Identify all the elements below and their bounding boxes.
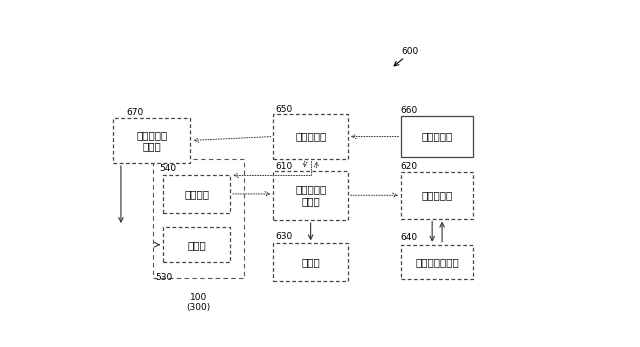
Text: 640: 640 bbox=[400, 233, 417, 242]
Text: 540: 540 bbox=[159, 164, 177, 174]
Text: 演算制御部: 演算制御部 bbox=[295, 132, 326, 142]
Text: 操作入力部: 操作入力部 bbox=[422, 132, 452, 142]
FancyBboxPatch shape bbox=[113, 118, 190, 163]
FancyBboxPatch shape bbox=[273, 171, 348, 220]
Text: 撑像素子: 撑像素子 bbox=[184, 189, 209, 199]
Text: 630: 630 bbox=[275, 232, 292, 242]
Text: 表示部: 表示部 bbox=[301, 257, 320, 267]
Text: 610: 610 bbox=[275, 162, 292, 171]
Text: 光学系: 光学系 bbox=[187, 240, 206, 250]
Text: カメラ信号
処理部: カメラ信号 処理部 bbox=[295, 185, 326, 206]
Text: 670: 670 bbox=[126, 108, 143, 117]
Text: 530: 530 bbox=[156, 273, 173, 282]
FancyBboxPatch shape bbox=[273, 115, 348, 159]
FancyBboxPatch shape bbox=[163, 175, 230, 213]
Text: レンズ駅動
制御部: レンズ駅動 制御部 bbox=[136, 130, 168, 151]
Text: 画像処理部: 画像処理部 bbox=[422, 190, 452, 200]
Text: 600: 600 bbox=[401, 46, 419, 56]
Text: 650: 650 bbox=[275, 105, 292, 115]
Text: 100
(300): 100 (300) bbox=[186, 293, 211, 312]
FancyBboxPatch shape bbox=[401, 245, 473, 279]
FancyBboxPatch shape bbox=[401, 172, 473, 219]
Text: 660: 660 bbox=[400, 106, 417, 115]
Text: 620: 620 bbox=[400, 162, 417, 171]
FancyBboxPatch shape bbox=[401, 116, 473, 157]
Text: リーダ／ライタ: リーダ／ライタ bbox=[415, 257, 459, 267]
FancyBboxPatch shape bbox=[273, 243, 348, 281]
FancyBboxPatch shape bbox=[163, 227, 230, 262]
